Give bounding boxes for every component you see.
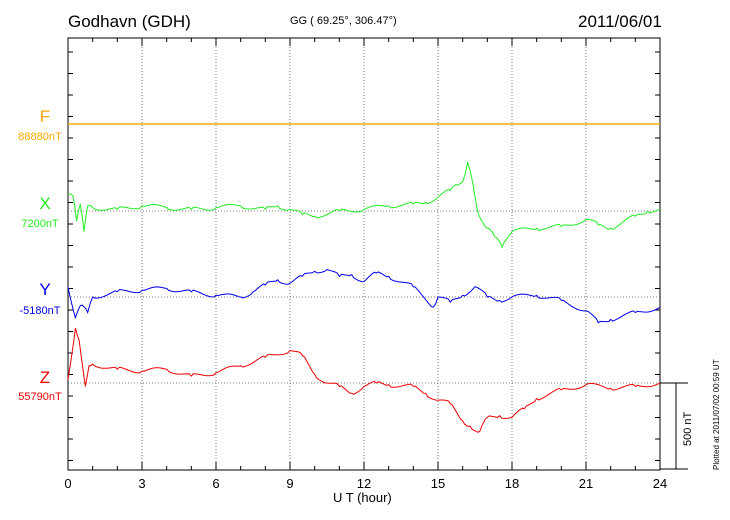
series-baseline-label-x: 7200nT [21,218,59,230]
series-line-x [67,160,661,249]
x-tick-label: 15 [431,476,445,491]
series-name-z: Z [40,368,50,387]
x-axis-label: U T (hour) [333,490,392,505]
series-line-y [67,268,661,324]
station-title: Godhavn (GDH) [68,12,191,31]
series-name-y: Y [39,280,50,299]
x-tick-label: 0 [64,476,71,491]
x-tick-label: 21 [579,476,593,491]
series-name-f: F [40,107,50,126]
x-tick-label: 18 [505,476,519,491]
series-baseline-label-y: -5180nT [20,305,61,317]
x-tick-label: 3 [138,476,145,491]
series-line-z [67,327,661,433]
x-tick-label: 12 [357,476,371,491]
x-tick-label: 6 [212,476,219,491]
plotted-timestamp: Plotted at 2011/07/02 00:59 UT [712,359,721,470]
plot-date: 2011/06/01 [578,12,662,31]
x-tick-label: 9 [286,476,293,491]
series-baseline-label-f: 88880nT [18,131,62,143]
x-tick-label: 24 [653,476,667,491]
series-baseline-label-z: 55790nT [18,391,62,403]
series-name-x: X [39,194,50,213]
station-coordinates: GG ( 69.25°, 306.47°) [290,15,397,27]
scale-bar-label: 500 nT [682,411,694,446]
